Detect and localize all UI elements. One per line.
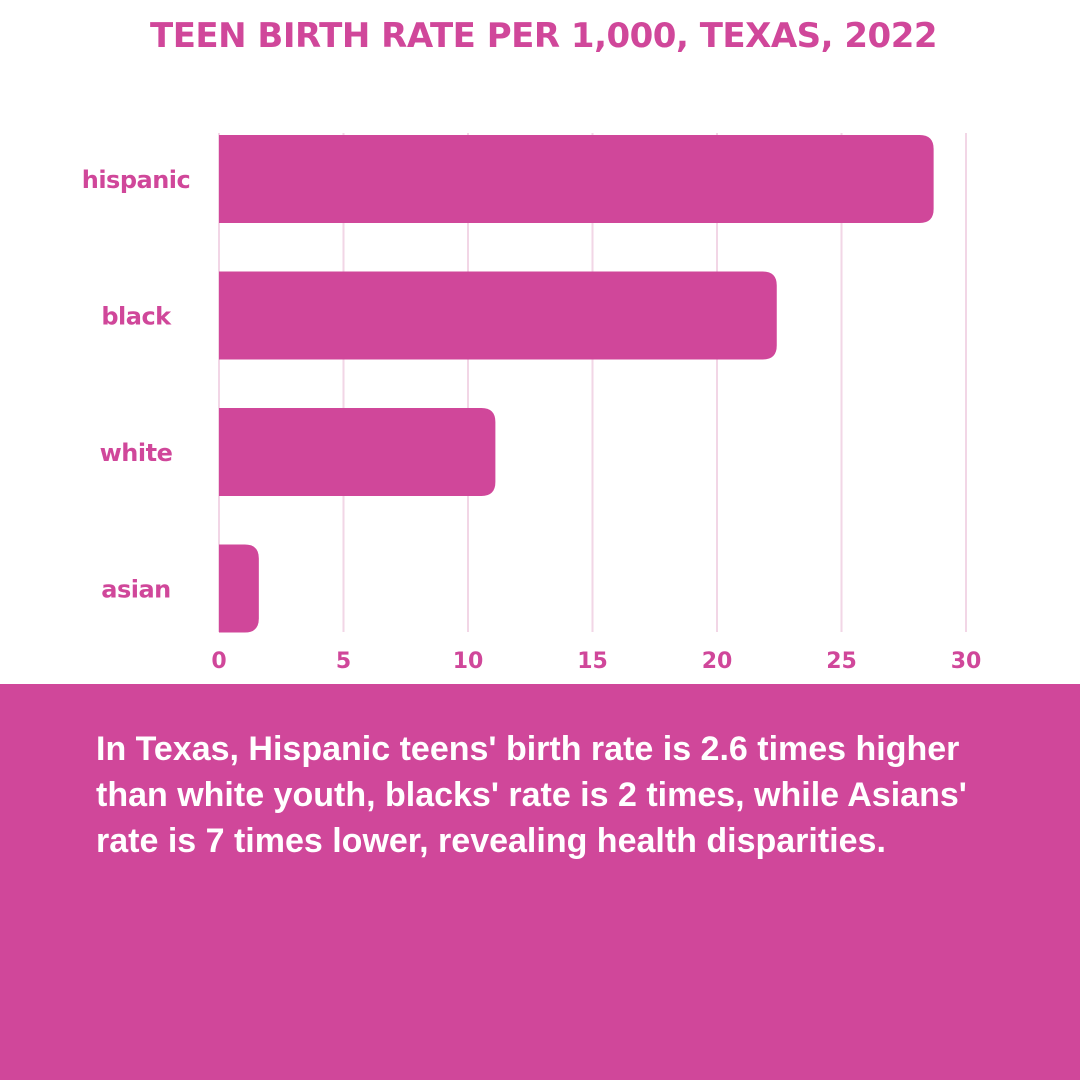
bars xyxy=(219,135,934,633)
caption-panel: In Texas, Hispanic teens' birth rate is … xyxy=(0,684,1080,1080)
category-label-asian: asian xyxy=(101,576,171,604)
bar-black xyxy=(219,271,777,360)
category-label-hispanic: hispanic xyxy=(82,166,191,194)
x-tick-label: 10 xyxy=(453,649,484,674)
chart-title: TEEN BIRTH RATE PER 1,000, TEXAS, 2022 xyxy=(150,16,938,56)
x-tick-label: 0 xyxy=(211,649,226,674)
caption-text: In Texas, Hispanic teens' birth rate is … xyxy=(96,730,967,860)
bar-hispanic xyxy=(219,135,934,223)
x-tick-label: 30 xyxy=(951,649,982,674)
x-tick-label: 25 xyxy=(826,649,857,674)
bar-asian xyxy=(219,544,259,633)
category-labels: hispanic black white asian xyxy=(82,166,191,604)
x-tick-label: 20 xyxy=(702,649,733,674)
bar-chart: hispanic black white asian 0 5 10 15 20 25 30 xyxy=(82,133,981,674)
bar-white xyxy=(219,408,496,496)
x-tick-label: 5 xyxy=(336,649,351,674)
category-label-white: white xyxy=(100,439,173,467)
x-axis-ticks: 0 5 10 15 20 25 30 xyxy=(211,649,981,674)
x-tick-label: 15 xyxy=(577,649,608,674)
category-label-black: black xyxy=(101,303,172,331)
